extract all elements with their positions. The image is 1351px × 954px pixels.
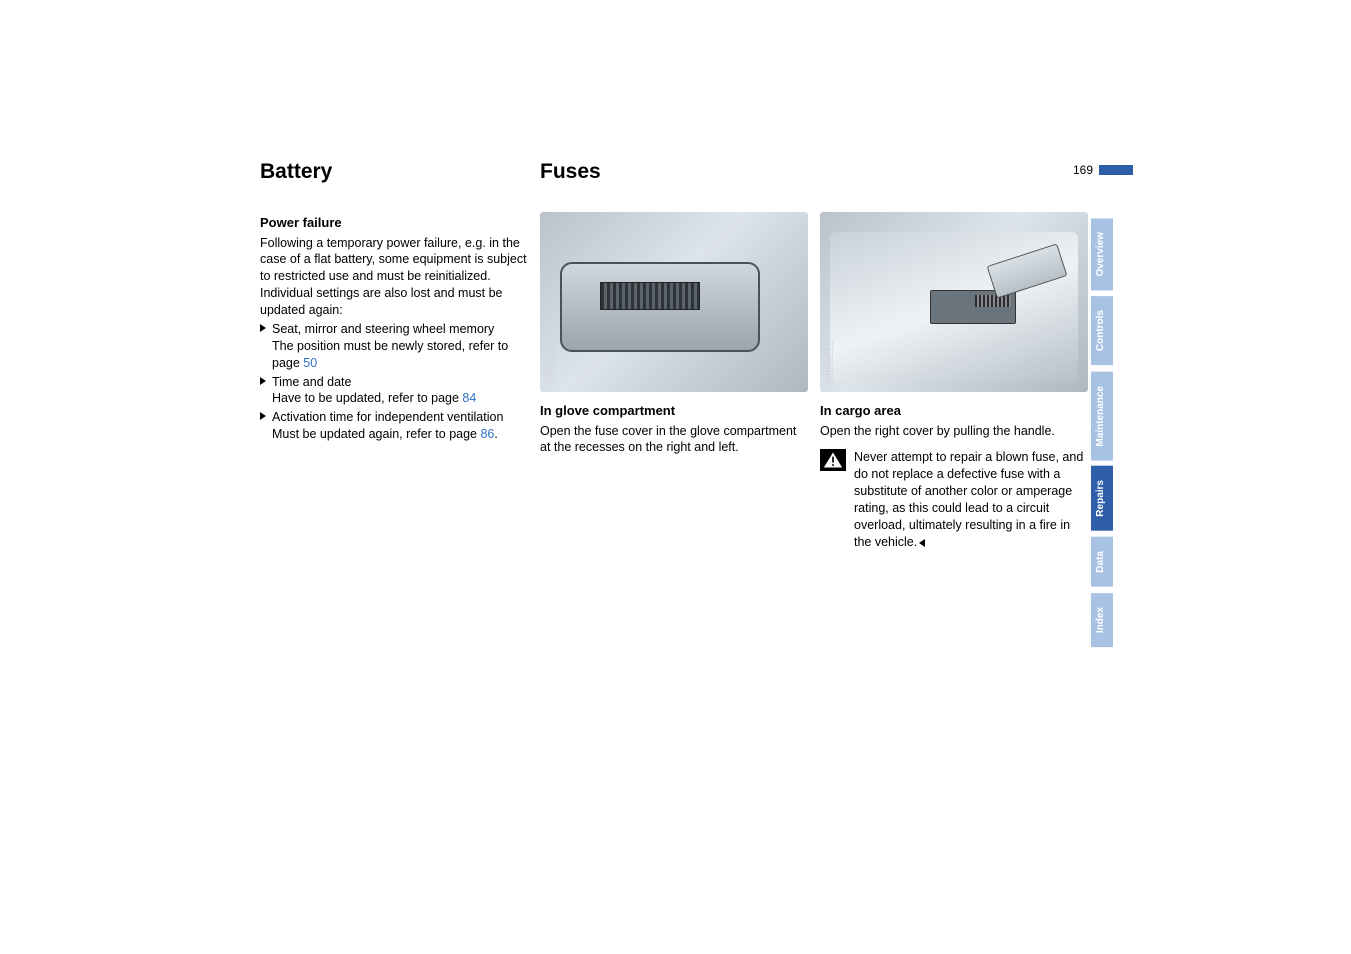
bullet-icon — [260, 324, 266, 332]
headings-row: Battery Fuses — [260, 160, 1090, 184]
cargo-text: Open the right cover by pulling the hand… — [820, 423, 1088, 440]
bullet-body: Time and date Have to be updated, refer … — [272, 374, 528, 408]
tab-maintenance[interactable]: Maintenance — [1091, 372, 1113, 461]
tab-repairs[interactable]: Repairs — [1091, 466, 1113, 531]
page-accent-bar — [1099, 165, 1133, 175]
column-battery: Power failure Following a temporary powe… — [260, 212, 528, 551]
subhead-power-failure: Power failure — [260, 214, 528, 232]
tab-controls[interactable]: Controls — [1091, 296, 1113, 365]
end-marker-icon — [919, 539, 925, 547]
warning-text-wrap: Never attempt to repair a blown fuse, an… — [854, 449, 1088, 550]
bullet-ventilation: Activation time for independent ventilat… — [260, 409, 528, 443]
bullet-text: Seat, mirror and steering wheel memory — [272, 322, 494, 336]
heading-fuses: Fuses — [540, 160, 601, 184]
tab-index[interactable]: Index — [1091, 593, 1113, 647]
bullet-icon — [260, 412, 266, 420]
fuse-block-art — [600, 282, 700, 310]
column-cargo: 530us122 In cargo area Open the right co… — [820, 212, 1088, 551]
tab-data[interactable]: Data — [1091, 537, 1113, 587]
subhead-glove: In glove compartment — [540, 402, 808, 420]
figure-glove-compartment: 530us121 — [540, 212, 808, 392]
subhead-cargo: In cargo area — [820, 402, 1088, 420]
glove-text: Open the fuse cover in the glove compart… — [540, 423, 808, 457]
column-glove: 530us121 In glove compartment Open the f… — [540, 212, 808, 551]
bullet-icon — [260, 377, 266, 385]
page-link-84[interactable]: 84 — [462, 391, 476, 405]
figure-label: 530us121 — [544, 340, 556, 384]
warning-block: Never attempt to repair a blown fuse, an… — [820, 449, 1088, 550]
page-link-86[interactable]: 86 — [480, 427, 494, 441]
columns: Power failure Following a temporary powe… — [260, 212, 1090, 551]
page-content: Battery Fuses Power failure Following a … — [260, 160, 1090, 551]
figure-label: 530us122 — [824, 340, 836, 384]
bullet-body: Seat, mirror and steering wheel memory T… — [272, 321, 528, 372]
bullet-text: Time and date — [272, 375, 351, 389]
bullet-ref-text: Must be updated again, refer to page — [272, 427, 480, 441]
bullet-text: Activation time for independent ventilat… — [272, 410, 503, 424]
page-link-50[interactable]: 50 — [303, 356, 317, 370]
bullet-seat-memory: Seat, mirror and steering wheel memory T… — [260, 321, 528, 372]
bullet-time-date: Time and date Have to be updated, refer … — [260, 374, 528, 408]
heading-battery: Battery — [260, 160, 540, 184]
warning-text: Never attempt to repair a blown fuse, an… — [854, 450, 1083, 548]
warning-icon — [820, 449, 846, 471]
tab-overview[interactable]: Overview — [1091, 218, 1113, 290]
period: . — [494, 427, 497, 441]
bullet-body: Activation time for independent ventilat… — [272, 409, 528, 443]
bullet-ref-text: Have to be updated, refer to page — [272, 391, 462, 405]
side-tabs: Overview Controls Maintenance Repairs Da… — [1091, 218, 1113, 647]
power-failure-intro: Following a temporary power failure, e.g… — [260, 235, 528, 319]
figure-cargo-area: 530us122 — [820, 212, 1088, 392]
